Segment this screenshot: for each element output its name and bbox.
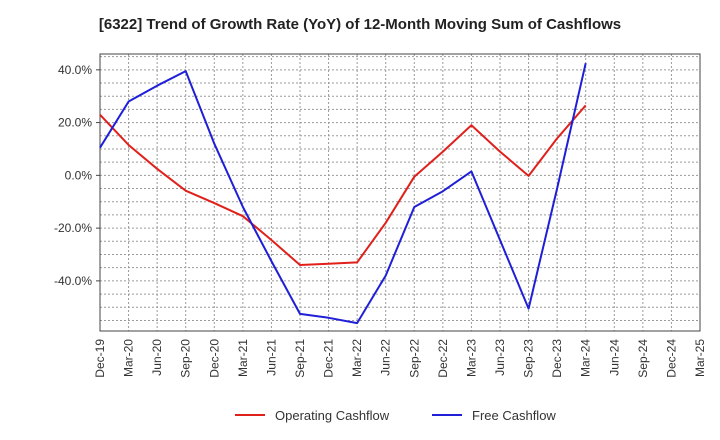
x-tick-label: Sep-24	[636, 339, 650, 378]
x-tick-label: Dec-24	[664, 339, 678, 378]
x-tick-label: Dec-20	[207, 339, 221, 378]
x-tick-label: Jun-20	[150, 339, 164, 376]
x-tick-label: Mar-25	[693, 339, 707, 377]
x-tick-label: Mar-23	[464, 339, 478, 377]
legend-label: Operating Cashflow	[275, 408, 390, 423]
x-tick-label: Dec-23	[550, 339, 564, 378]
series-line-free-cashflow	[99, 62, 587, 325]
x-tick-label: Sep-20	[179, 339, 193, 378]
y-tick-label: -40.0%	[54, 274, 92, 288]
y-tick-label: 40.0%	[58, 63, 92, 77]
x-tick-label: Jun-22	[379, 339, 393, 376]
x-tick-label: Dec-22	[436, 339, 450, 378]
y-tick-label: 20.0%	[58, 116, 92, 130]
plot-frame	[99, 53, 701, 332]
x-tick-label: Jun-24	[607, 339, 621, 376]
chart-title: [6322] Trend of Growth Rate (YoY) of 12-…	[98, 16, 622, 33]
x-tick-label: Mar-24	[579, 339, 593, 377]
x-tick-label: Mar-20	[122, 339, 136, 377]
x-tick-label: Sep-21	[293, 339, 307, 378]
y-tick-label: -20.0%	[54, 221, 92, 235]
x-tick-label: Mar-22	[350, 339, 364, 377]
y-tick-label: 0.0%	[65, 168, 93, 182]
x-tick-label: Mar-21	[236, 339, 250, 377]
series-line-operating-cashflow	[99, 104, 587, 266]
x-tick-label: Dec-19	[93, 339, 107, 378]
x-tick-label: Sep-23	[522, 339, 536, 378]
x-tick-label: Jun-23	[493, 339, 507, 376]
x-tick-label: Dec-21	[322, 339, 336, 378]
legend-label: Free Cashflow	[472, 408, 556, 423]
x-tick-label: Jun-21	[264, 339, 278, 376]
x-tick-label: Sep-22	[407, 339, 421, 378]
